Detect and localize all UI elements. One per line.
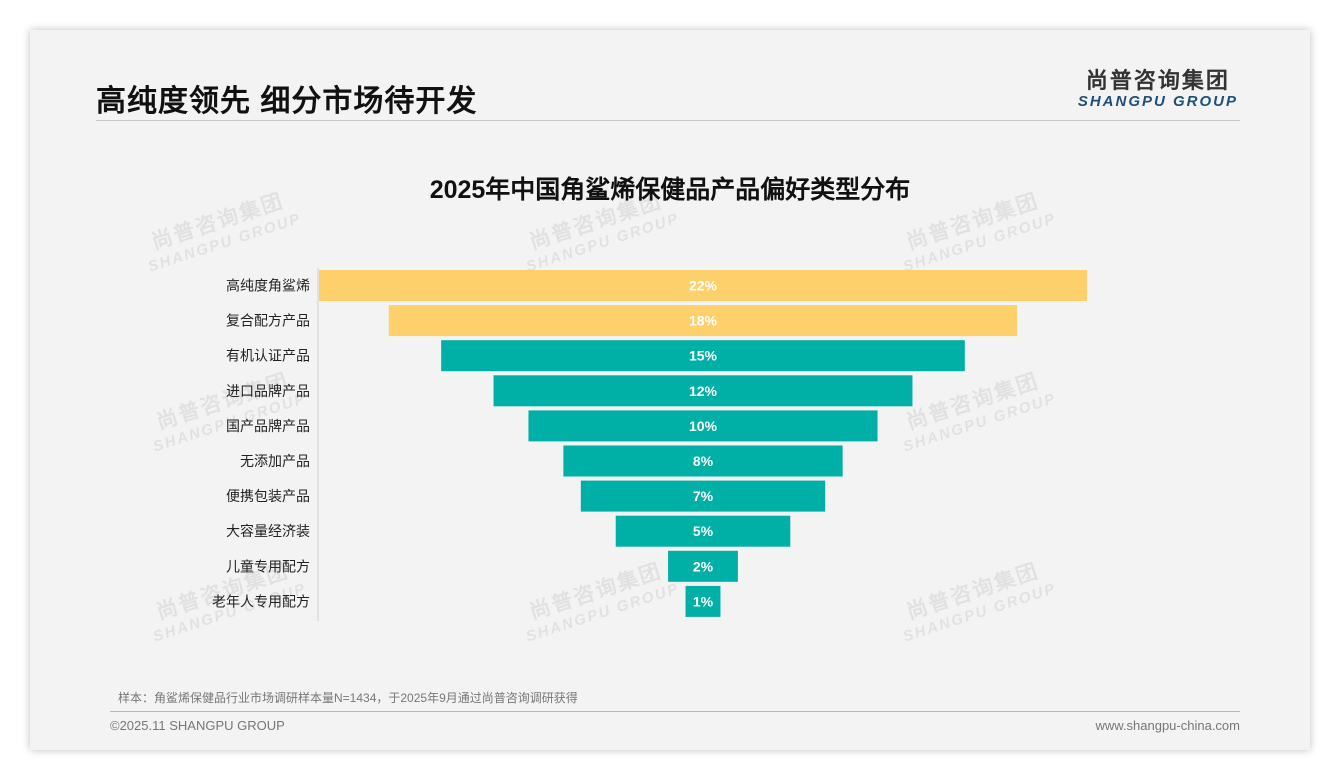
header-divider xyxy=(96,120,1240,121)
data-label: 5% xyxy=(693,523,714,539)
data-label: 15% xyxy=(689,348,718,364)
category-label: 便携包装产品 xyxy=(226,489,310,505)
data-label: 8% xyxy=(693,453,714,469)
category-label: 老年人专用配方 xyxy=(212,594,310,610)
bar-1 xyxy=(388,305,1018,337)
bar-0 xyxy=(319,270,1087,301)
category-label: 有机认证产品 xyxy=(226,349,310,365)
brand-logo: 尚普咨询集团 SHANGPU GROUP xyxy=(1078,63,1238,110)
bar-8 xyxy=(668,550,738,582)
data-label: 10% xyxy=(689,418,718,434)
bar-6 xyxy=(580,480,826,512)
slide: 高纯度领先 细分市场待开发 尚普咨询集团 SHANGPU GROUP 尚普咨询集… xyxy=(30,30,1310,750)
sample-note: 样本：角鲨烯保健品行业市场调研样本量N=1434，于2025年9月通过尚普咨询调… xyxy=(118,691,578,705)
category-label: 儿童专用配方 xyxy=(226,558,310,575)
logo-cn: 尚普咨询集团 xyxy=(1085,68,1230,93)
bar-9 xyxy=(685,585,721,617)
data-label: 12% xyxy=(689,383,718,399)
data-label: 22% xyxy=(689,278,718,294)
copyright: ©2025.11 SHANGPU GROUP xyxy=(110,718,285,733)
category-label: 国产品牌产品 xyxy=(226,418,310,435)
category-label: 进口品牌产品 xyxy=(226,383,310,400)
footer-divider xyxy=(110,711,1240,712)
bar-4 xyxy=(528,410,878,442)
bar-3 xyxy=(493,375,913,407)
data-label: 18% xyxy=(689,313,718,329)
logo-en: SHANGPU GROUP xyxy=(1077,93,1238,110)
data-label: 7% xyxy=(693,488,714,504)
data-label: 1% xyxy=(693,593,714,609)
bar-2 xyxy=(441,340,965,372)
category-label: 大容量经济装 xyxy=(226,523,310,540)
chart-title: 2025年中国角鲨烯保健品产品偏好类型分布 xyxy=(429,176,911,204)
page-title: 高纯度领先 细分市场待开发 xyxy=(96,85,478,118)
category-label: 复合配方产品 xyxy=(226,313,310,330)
category-label: 无添加产品 xyxy=(240,454,310,470)
website-url: www.shangpu-china.com xyxy=(1095,718,1240,733)
bar-7 xyxy=(615,515,791,547)
bar-5 xyxy=(563,445,843,477)
category-label: 高纯度角鲨烯 xyxy=(226,278,310,295)
funnel-chart: 22% 高纯度角鲨烯 18% 复合配方产品 15% 有机认证产品 12% 进口品牌产品 10% 国… xyxy=(212,268,1087,621)
data-label: 2% xyxy=(693,558,714,574)
